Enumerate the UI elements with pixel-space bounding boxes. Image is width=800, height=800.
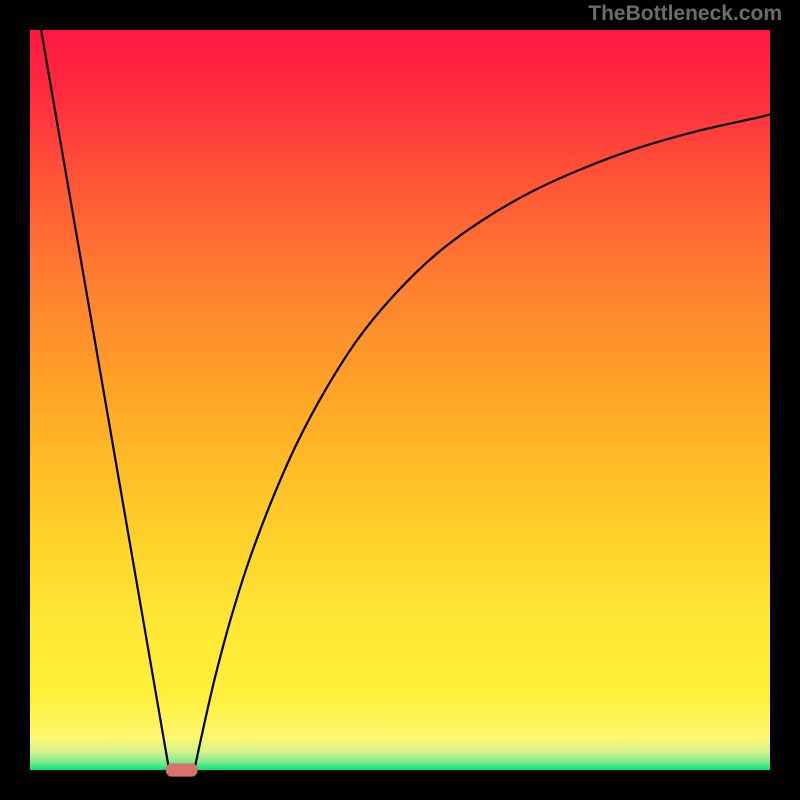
watermark-text: TheBottleneck.com (588, 2, 782, 26)
chart-container: TheBottleneck.com (0, 0, 800, 800)
chart-svg (0, 0, 800, 800)
dip-marker (166, 763, 198, 776)
